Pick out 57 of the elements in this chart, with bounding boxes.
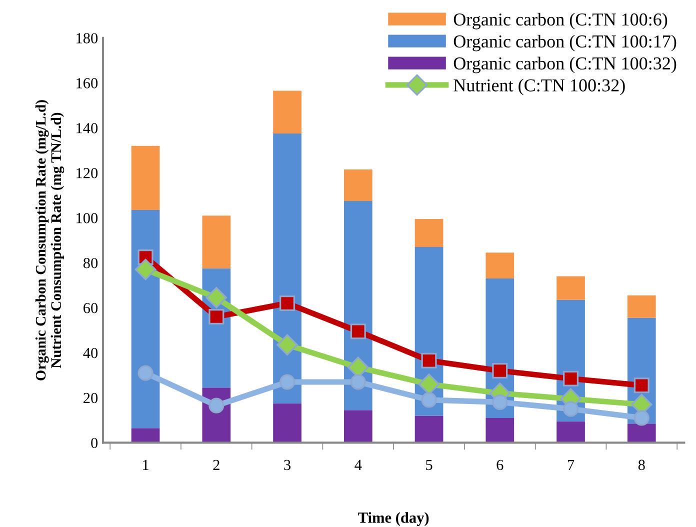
point bbox=[280, 374, 296, 390]
x-tick-label: 5 bbox=[426, 460, 432, 470]
point bbox=[492, 362, 508, 379]
legend-label: Organic carbon (C:TN 100:32) bbox=[454, 56, 676, 74]
legend-label: Nutrient (C:TN 100:32) bbox=[454, 78, 625, 96]
y-tick-label: 180 bbox=[76, 33, 98, 44]
legend-label: Organic carbon (C:TN 100:6) bbox=[454, 12, 668, 30]
y-tick-label: 0 bbox=[91, 438, 98, 448]
x-tick-label: 2 bbox=[213, 460, 220, 470]
y-tick-label: 160 bbox=[76, 78, 98, 88]
y-tick-label: 20 bbox=[84, 392, 98, 404]
y-tick-label: 60 bbox=[84, 302, 98, 314]
bar bbox=[344, 410, 372, 443]
bar bbox=[131, 146, 160, 210]
point bbox=[276, 334, 298, 356]
x-tick-label: 1 bbox=[143, 460, 148, 470]
point bbox=[421, 352, 437, 368]
x-tick-label: 8 bbox=[638, 460, 645, 470]
y-axis-title: Organic Carbon Consumption Rate (mg/L.d) Nutrient Consumption Rate (mg TN/L.d) bbox=[35, 100, 64, 380]
bar bbox=[131, 428, 160, 443]
bar bbox=[556, 276, 585, 300]
x-axis-title: Time (day) bbox=[358, 512, 429, 526]
bar bbox=[414, 416, 444, 443]
point bbox=[280, 295, 296, 312]
point bbox=[562, 401, 579, 417]
point bbox=[206, 286, 228, 308]
point bbox=[208, 308, 224, 325]
point bbox=[350, 324, 366, 340]
y-tick-label: 120 bbox=[76, 168, 98, 178]
point bbox=[138, 365, 154, 381]
x-tick-label: 4 bbox=[354, 460, 362, 470]
bar bbox=[202, 216, 231, 268]
y-tick-label: 100 bbox=[76, 212, 98, 224]
point bbox=[421, 392, 437, 408]
bar bbox=[344, 169, 372, 201]
bar bbox=[414, 218, 444, 248]
bar bbox=[627, 295, 656, 318]
y-tick-label: 80 bbox=[83, 258, 98, 268]
point bbox=[208, 398, 224, 414]
bar bbox=[273, 90, 302, 134]
point bbox=[634, 378, 650, 394]
y-tick-label: 40 bbox=[83, 348, 98, 358]
point bbox=[492, 394, 508, 410]
x-tick-label: 6 bbox=[496, 460, 504, 470]
x-tick-label: 3 bbox=[284, 460, 290, 470]
bar bbox=[556, 421, 585, 443]
point bbox=[350, 374, 366, 390]
point bbox=[634, 410, 650, 426]
bar bbox=[627, 424, 656, 443]
bar bbox=[486, 252, 514, 279]
x-tick-label: 7 bbox=[568, 460, 574, 470]
legend-label: Organic carbon (C:TN 100:17) bbox=[454, 34, 676, 52]
point bbox=[134, 258, 156, 280]
bar bbox=[273, 403, 302, 443]
bar bbox=[486, 418, 514, 443]
y-tick-label: 140 bbox=[76, 123, 98, 134]
point bbox=[562, 370, 579, 386]
